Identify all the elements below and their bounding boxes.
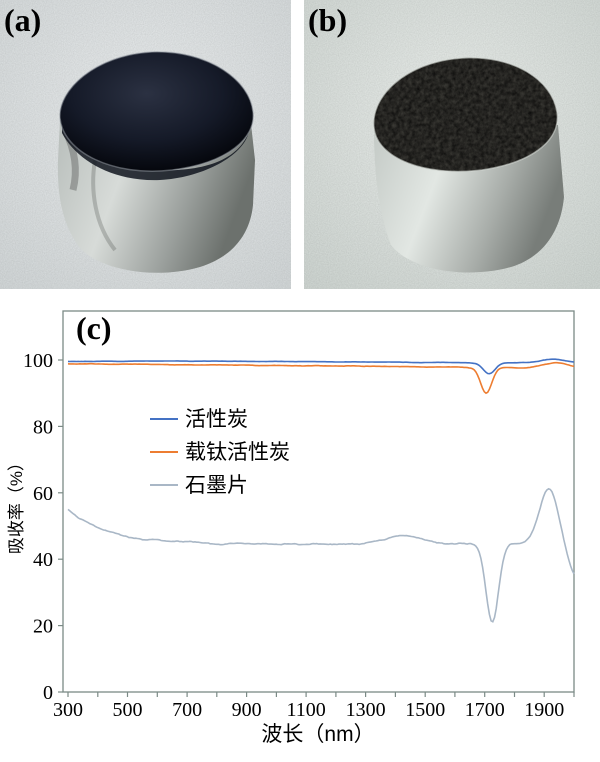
svg-text:100: 100 bbox=[23, 350, 53, 372]
svg-text:1100: 1100 bbox=[286, 699, 325, 721]
svg-text:60: 60 bbox=[33, 483, 53, 505]
svg-text:20: 20 bbox=[33, 616, 53, 638]
svg-text:波长（nm）: 波长（nm） bbox=[261, 723, 374, 746]
svg-text:活性炭: 活性炭 bbox=[185, 408, 248, 431]
svg-text:石墨片: 石墨片 bbox=[185, 474, 248, 497]
svg-text:1500: 1500 bbox=[405, 699, 445, 721]
svg-text:700: 700 bbox=[172, 699, 202, 721]
svg-text:900: 900 bbox=[232, 699, 262, 721]
svg-text:300: 300 bbox=[53, 699, 83, 721]
svg-text:80: 80 bbox=[33, 416, 53, 438]
svg-text:40: 40 bbox=[33, 549, 53, 571]
svg-text:吸收率（%）: 吸收率（%） bbox=[7, 454, 26, 554]
svg-text:1700: 1700 bbox=[465, 699, 505, 721]
svg-text:载钛活性炭: 载钛活性炭 bbox=[185, 441, 290, 464]
svg-text:1900: 1900 bbox=[524, 699, 564, 721]
svg-text:0: 0 bbox=[43, 682, 53, 704]
svg-text:1300: 1300 bbox=[346, 699, 386, 721]
svg-text:(c): (c) bbox=[76, 310, 112, 346]
svg-text:500: 500 bbox=[113, 699, 143, 721]
